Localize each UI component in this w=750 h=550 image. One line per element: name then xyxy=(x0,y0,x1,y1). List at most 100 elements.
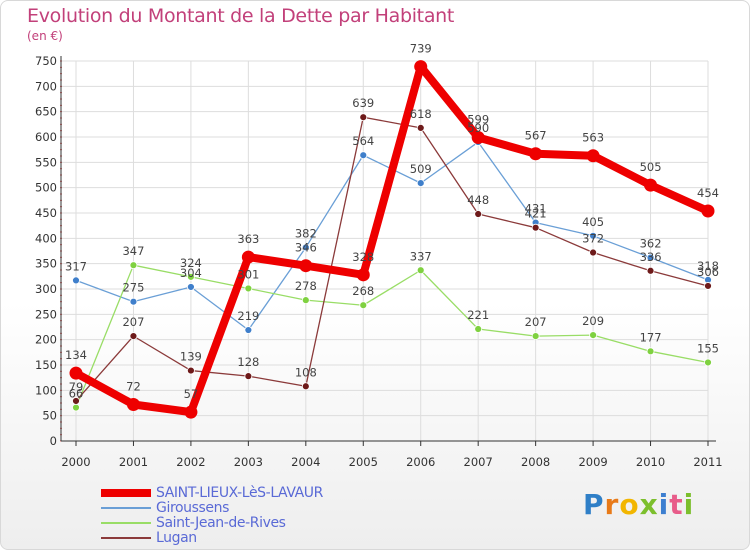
y-tick-label: 550 xyxy=(35,155,57,169)
point-giroussens xyxy=(646,253,655,262)
data-label-lugan: 306 xyxy=(697,265,719,279)
data-label-giroussens: 275 xyxy=(122,281,144,295)
y-tick-label: 350 xyxy=(35,257,57,271)
point-saint-lieux-l-s-lavaur xyxy=(299,259,313,273)
point-saint-lieux-l-s-lavaur xyxy=(241,250,255,264)
y-tick-label: 400 xyxy=(35,231,57,245)
x-tick-label: 2003 xyxy=(234,455,263,469)
x-tick-label: 2008 xyxy=(521,455,550,469)
point-saint-jean-de-rives xyxy=(72,403,80,412)
point-lugan xyxy=(129,332,138,341)
y-tick-label: 50 xyxy=(42,409,57,423)
y-tick-label: 700 xyxy=(35,79,57,93)
logo-letter: x xyxy=(639,488,659,521)
y-tick-label: 500 xyxy=(35,181,57,195)
x-tick-label: 2001 xyxy=(119,455,148,469)
legend-label: Lugan xyxy=(156,530,197,546)
data-label-lugan: 139 xyxy=(180,350,202,364)
data-label-saint-lieux-l-s-lavaur: 57 xyxy=(184,387,199,401)
point-lugan xyxy=(359,113,368,122)
point-saint-lieux-l-s-lavaur xyxy=(69,366,83,380)
series-lines xyxy=(69,60,715,419)
data-label-giroussens: 564 xyxy=(352,134,374,148)
data-label-saint-lieux-l-s-lavaur: 505 xyxy=(640,160,662,174)
legend-label: Giroussens xyxy=(156,500,229,516)
data-label-giroussens: 405 xyxy=(582,215,604,229)
legend-swatch xyxy=(101,507,151,509)
point-saint-lieux-l-s-lavaur xyxy=(529,147,543,161)
point-saint-lieux-l-s-lavaur xyxy=(184,405,198,419)
data-label-lugan: 448 xyxy=(467,193,489,207)
x-tick-label: 2005 xyxy=(349,455,378,469)
point-lugan xyxy=(646,266,655,275)
point-saint-jean-de-rives xyxy=(359,301,368,310)
data-label-saint-jean-de-rives: 347 xyxy=(122,244,144,258)
data-label-saint-lieux-l-s-lavaur: 134 xyxy=(65,348,87,362)
axes: 0 50 100 150 200 250 300 350 400 450 500 550 600 650 7… xyxy=(35,54,723,469)
x-tick-label: 2000 xyxy=(61,455,90,469)
data-label-saint-jean-de-rives: 155 xyxy=(697,341,719,355)
y-tick-label: 750 xyxy=(35,54,57,68)
point-giroussens xyxy=(589,231,597,240)
chart-subtitle: (en €) xyxy=(27,29,63,43)
point-saint-lieux-l-s-lavaur xyxy=(356,268,370,282)
data-label-saint-jean-de-rives: 337 xyxy=(410,249,432,263)
legend-swatch xyxy=(101,537,151,539)
logo-letter: i xyxy=(658,488,670,521)
point-saint-jean-de-rives xyxy=(129,261,138,270)
point-lugan xyxy=(244,372,253,381)
data-label-giroussens: 318 xyxy=(697,259,719,273)
point-saint-jean-de-rives xyxy=(704,358,712,367)
point-saint-jean-de-rives xyxy=(187,272,195,281)
point-saint-lieux-l-s-lavaur xyxy=(471,131,485,145)
y-tick-label: 250 xyxy=(35,307,57,321)
data-label-saint-lieux-l-s-lavaur: 599 xyxy=(467,113,489,127)
point-saint-jean-de-rives xyxy=(589,331,597,340)
data-label-saint-lieux-l-s-lavaur: 346 xyxy=(295,241,317,255)
data-label-lugan: 618 xyxy=(410,107,432,121)
data-label-giroussens: 590 xyxy=(467,121,489,135)
data-label-saint-lieux-l-s-lavaur: 739 xyxy=(410,42,432,56)
data-label-saint-lieux-l-s-lavaur: 72 xyxy=(126,380,141,394)
data-label-saint-lieux-l-s-lavaur: 454 xyxy=(697,186,719,200)
y-tick-label: 150 xyxy=(35,358,57,372)
y-tick-label: 100 xyxy=(35,383,57,397)
point-lugan xyxy=(474,210,483,218)
data-label-saint-jean-de-rives: 268 xyxy=(352,284,374,298)
point-saint-lieux-l-s-lavaur xyxy=(126,398,140,412)
point-saint-jean-de-rives xyxy=(474,325,483,333)
data-label-giroussens: 219 xyxy=(237,309,259,323)
data-label-giroussens: 382 xyxy=(295,226,317,240)
y-tick-label: 650 xyxy=(35,105,57,119)
data-label-lugan: 108 xyxy=(295,365,317,379)
proxiti-logo: Proxiti xyxy=(583,488,694,521)
point-saint-lieux-l-s-lavaur xyxy=(701,204,715,218)
data-label-saint-lieux-l-s-lavaur: 328 xyxy=(352,250,374,264)
data-label-saint-jean-de-rives: 177 xyxy=(640,330,662,344)
data-label-saint-lieux-l-s-lavaur: 363 xyxy=(237,232,259,246)
y-tick-label: 200 xyxy=(35,333,57,347)
y-tick-label: 600 xyxy=(35,130,57,144)
data-label-saint-lieux-l-s-lavaur: 563 xyxy=(582,131,604,145)
point-giroussens xyxy=(301,243,310,252)
y-tick-label: 0 xyxy=(50,434,57,448)
data-label-saint-jean-de-rives: 278 xyxy=(295,279,317,293)
series-line-saint-lieux-l-s-lavaur xyxy=(72,62,712,417)
point-saint-lieux-l-s-lavaur xyxy=(644,178,658,192)
x-tick-label: 2010 xyxy=(636,455,665,469)
point-lugan xyxy=(187,366,195,375)
data-label-lugan: 372 xyxy=(582,232,604,246)
point-giroussens xyxy=(244,326,253,334)
data-label-saint-jean-de-rives: 301 xyxy=(237,267,259,281)
legend-swatch xyxy=(101,522,151,524)
point-lugan xyxy=(704,282,712,290)
chart-title: Evolution du Montant de la Dette par Hab… xyxy=(27,5,455,27)
x-tick-label: 2007 xyxy=(464,455,493,469)
point-saint-jean-de-rives xyxy=(416,266,425,275)
point-lugan xyxy=(531,223,540,232)
point-giroussens xyxy=(359,151,368,160)
data-label-lugan: 336 xyxy=(640,250,662,264)
point-lugan xyxy=(301,382,310,391)
